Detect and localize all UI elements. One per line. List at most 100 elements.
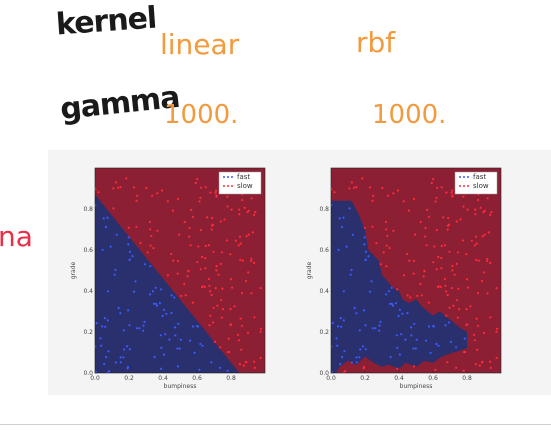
points bbox=[95, 172, 263, 373]
fast-point bbox=[177, 322, 180, 325]
slow-point bbox=[489, 316, 492, 319]
slow-point bbox=[259, 327, 263, 330]
slow-point bbox=[244, 279, 248, 283]
fast-point bbox=[378, 324, 381, 327]
fast-point bbox=[396, 346, 399, 349]
fast-point bbox=[119, 356, 122, 359]
fast-point bbox=[391, 304, 395, 307]
slow-point bbox=[437, 286, 440, 289]
slow-point bbox=[474, 363, 477, 366]
slow-point bbox=[440, 267, 443, 270]
slow-point bbox=[226, 195, 229, 198]
slow-point bbox=[201, 286, 204, 289]
fast-point bbox=[95, 345, 97, 348]
y-tick-label: 0.8 bbox=[83, 206, 93, 213]
slow-point bbox=[207, 277, 210, 281]
fast-point bbox=[95, 322, 98, 325]
slow-point bbox=[254, 211, 257, 214]
x-tick-label: 0.0 bbox=[326, 375, 336, 382]
slow-point bbox=[352, 186, 356, 189]
slow-point bbox=[451, 189, 454, 192]
fast-point bbox=[176, 347, 179, 350]
slow-point bbox=[446, 361, 449, 364]
fast-point bbox=[364, 250, 368, 253]
slow-point bbox=[408, 259, 411, 262]
slow-point bbox=[424, 226, 427, 230]
fast-point bbox=[105, 356, 108, 359]
slow-point bbox=[171, 209, 175, 212]
fast-point bbox=[109, 245, 112, 248]
slow-point bbox=[238, 208, 241, 211]
slow-point bbox=[132, 186, 136, 189]
slow-point bbox=[483, 271, 486, 274]
fast-point bbox=[342, 216, 345, 219]
x-axis-label: bumpiness bbox=[164, 383, 197, 390]
slow-point bbox=[412, 365, 416, 368]
slow-point bbox=[114, 181, 117, 184]
fast-point bbox=[395, 334, 398, 337]
fast-point bbox=[107, 350, 110, 353]
points bbox=[331, 172, 499, 373]
fast-point bbox=[143, 263, 146, 266]
slow-point bbox=[406, 252, 409, 255]
slow-point bbox=[176, 272, 179, 275]
slow-point bbox=[474, 208, 477, 211]
x-tick-label: 0.2 bbox=[124, 375, 134, 382]
slow-point bbox=[250, 292, 253, 295]
fast-point bbox=[162, 353, 165, 356]
slow-point bbox=[135, 199, 138, 202]
slow-point bbox=[444, 284, 447, 287]
slow-point bbox=[451, 269, 454, 272]
slow-point bbox=[209, 314, 212, 317]
fast-point bbox=[345, 245, 348, 248]
fast-point bbox=[174, 334, 177, 337]
plot-linear: 0.0 0.2 0.4 0.6 0.8 0.0 0.2 0.4 0.6 0.8 bumpiness g… bbox=[70, 167, 266, 390]
y-tick-label: 0.0 bbox=[83, 370, 93, 377]
fast-point bbox=[168, 338, 171, 341]
gamma-value-left: 1000. bbox=[164, 100, 239, 130]
y-tick-label: 0.6 bbox=[83, 247, 93, 254]
slow-point bbox=[259, 330, 262, 333]
slow-point bbox=[152, 247, 155, 250]
slow-point bbox=[199, 268, 202, 271]
fast-point bbox=[176, 365, 180, 368]
fast-point bbox=[414, 347, 417, 350]
slow-point bbox=[388, 247, 391, 250]
slow-point bbox=[238, 213, 241, 216]
fast-point bbox=[398, 308, 401, 311]
fast-point bbox=[463, 337, 466, 340]
fast-point bbox=[340, 325, 343, 328]
slow-point bbox=[190, 208, 193, 211]
fast-point bbox=[104, 225, 107, 229]
fast-point bbox=[358, 356, 361, 359]
slow-point bbox=[473, 339, 476, 342]
fast-point bbox=[114, 361, 117, 364]
slow-point bbox=[178, 233, 181, 236]
fast-point bbox=[355, 361, 358, 364]
slow-point bbox=[486, 292, 489, 295]
fast-point bbox=[106, 290, 109, 293]
legend-box bbox=[454, 171, 498, 195]
slow-point bbox=[489, 213, 492, 216]
slow-point bbox=[215, 264, 218, 268]
slow-point bbox=[442, 216, 445, 219]
fast-point bbox=[437, 344, 440, 347]
slow-point bbox=[212, 306, 215, 309]
slow-point bbox=[440, 244, 443, 247]
fast-point bbox=[178, 347, 181, 350]
slow-point bbox=[475, 317, 478, 320]
fast-point bbox=[193, 351, 196, 354]
slow-point bbox=[407, 209, 411, 212]
fast-point bbox=[385, 293, 388, 296]
slow-point bbox=[176, 197, 180, 200]
fast-point bbox=[331, 345, 333, 348]
slow-point bbox=[435, 196, 438, 199]
fast-point bbox=[108, 370, 111, 373]
slow-point bbox=[229, 253, 232, 256]
slow-point bbox=[148, 220, 151, 223]
slow-point bbox=[457, 308, 461, 311]
slow-point bbox=[188, 235, 191, 238]
slow-point bbox=[200, 186, 203, 189]
slow-point bbox=[414, 233, 417, 236]
slow-point bbox=[445, 290, 448, 293]
